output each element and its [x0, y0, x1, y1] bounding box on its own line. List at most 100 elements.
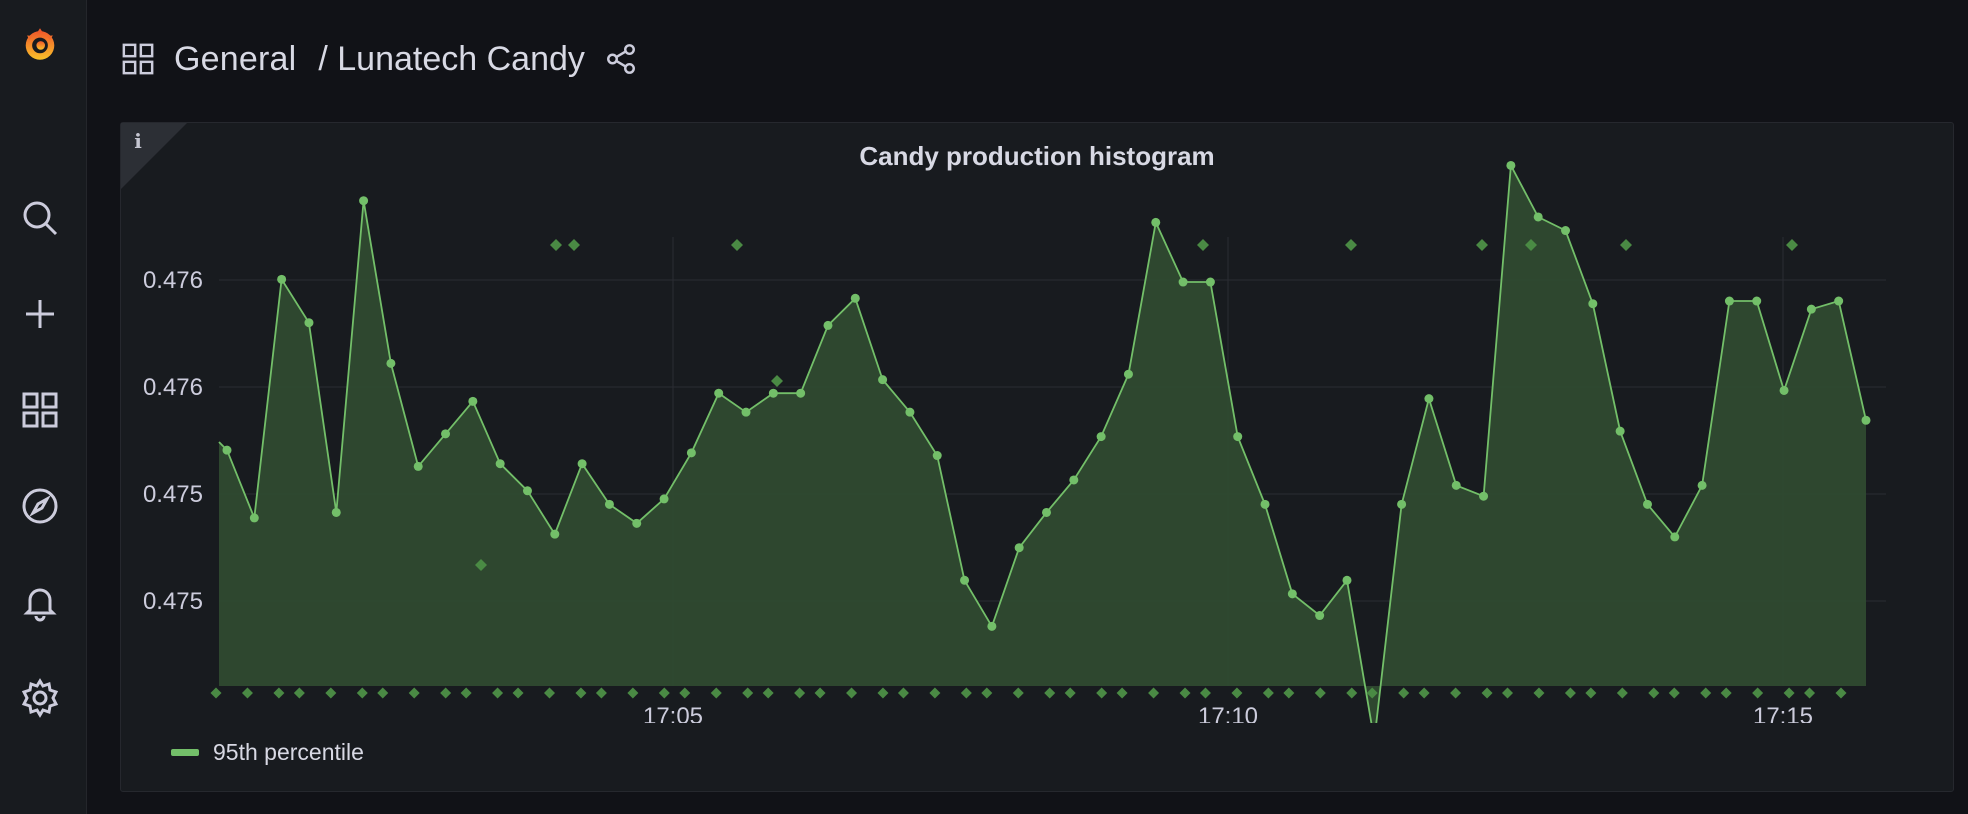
- dashboards-icon[interactable]: [18, 388, 62, 432]
- exemplar-marker: [550, 239, 562, 251]
- data-point: [1479, 491, 1489, 501]
- data-point: [1397, 499, 1407, 509]
- data-point: [1834, 296, 1844, 306]
- exemplar-marker: [356, 687, 368, 699]
- data-point: [1342, 575, 1352, 585]
- data-point: [632, 518, 642, 528]
- grafana-logo-icon[interactable]: [12, 16, 68, 72]
- settings-icon[interactable]: [18, 676, 62, 720]
- data-point: [331, 507, 341, 517]
- exemplar-marker: [1346, 687, 1358, 699]
- graph-panel: i Candy production histogram 0.476 0.476 0…: [120, 122, 1954, 792]
- exemplar-marker: [1720, 687, 1732, 699]
- data-point: [932, 451, 942, 461]
- alerting-icon[interactable]: [18, 580, 62, 624]
- exemplar-marker: [1502, 687, 1514, 699]
- panel-info-corner: [121, 123, 187, 189]
- data-point: [987, 621, 997, 631]
- share-icon[interactable]: [603, 41, 639, 77]
- data-point: [1151, 217, 1161, 227]
- exemplar-marker: [1620, 239, 1632, 251]
- legend-item[interactable]: 95th percentile: [171, 739, 364, 766]
- exemplar-marker: [1564, 687, 1576, 699]
- exemplar-marker: [1179, 687, 1191, 699]
- data-point: [495, 459, 505, 469]
- exemplar-marker: [1197, 239, 1209, 251]
- exemplar-marker: [241, 687, 253, 699]
- exemplar-marker: [1283, 687, 1295, 699]
- chart-area[interactable]: 0.476 0.476 0.475 0.475 17:05 17:10 17:15: [121, 123, 1953, 723]
- exemplar-marker: [710, 687, 722, 699]
- exemplar-markers: [210, 239, 1847, 699]
- breadcrumb-dashboard[interactable]: Lunatech Candy: [337, 39, 585, 78]
- y-tick-label: 0.475: [143, 588, 203, 615]
- y-tick-label: 0.476: [143, 267, 203, 294]
- exemplar-marker: [1116, 687, 1128, 699]
- exemplar-marker: [440, 687, 452, 699]
- explore-icon[interactable]: [18, 484, 62, 528]
- info-icon[interactable]: i: [134, 129, 142, 153]
- breadcrumb: General / Lunatech Candy: [120, 36, 639, 82]
- exemplar-marker: [475, 559, 487, 571]
- exemplar-marker: [543, 687, 555, 699]
- data-point: [577, 459, 587, 469]
- panel-title[interactable]: Candy production histogram: [859, 141, 1215, 171]
- exemplar-marker: [492, 687, 504, 699]
- exemplar-marker: [981, 687, 993, 699]
- plus-icon[interactable]: [18, 292, 62, 336]
- exemplar-marker: [1481, 687, 1493, 699]
- exemplar-marker: [1231, 687, 1243, 699]
- exemplar-marker: [897, 687, 909, 699]
- exemplar-marker: [771, 375, 783, 387]
- data-point: [1506, 160, 1516, 170]
- x-tick-label: 17:05: [643, 703, 703, 723]
- data-point: [823, 320, 833, 330]
- y-tick-label: 0.475: [143, 481, 203, 508]
- exemplar-marker: [408, 687, 420, 699]
- exemplar-marker: [1700, 687, 1712, 699]
- exemplar-marker: [273, 687, 285, 699]
- data-point: [304, 318, 314, 328]
- exemplar-marker: [929, 687, 941, 699]
- sidebar: [0, 0, 87, 814]
- exemplar-marker: [1533, 687, 1545, 699]
- exemplar-marker: [1262, 687, 1274, 699]
- series-area: [218, 160, 1871, 723]
- exemplar-marker: [293, 687, 305, 699]
- data-point: [1861, 415, 1871, 425]
- series-line: [218, 162, 1867, 723]
- exemplar-marker: [742, 687, 754, 699]
- legend-label: 95th percentile: [213, 739, 364, 765]
- data-point: [222, 445, 232, 455]
- data-point: [1451, 480, 1461, 490]
- exemplar-marker: [658, 687, 670, 699]
- series-fill: [219, 165, 1866, 723]
- exemplar-marker: [1314, 687, 1326, 699]
- data-point: [1533, 212, 1543, 222]
- data-point: [1287, 589, 1297, 599]
- exemplar-marker: [1783, 687, 1795, 699]
- exemplar-marker: [1668, 687, 1680, 699]
- search-icon[interactable]: [18, 196, 62, 240]
- exemplar-marker: [960, 687, 972, 699]
- data-point: [1205, 277, 1215, 287]
- exemplar-marker: [794, 687, 806, 699]
- exemplar-marker: [1148, 687, 1160, 699]
- breadcrumb-separator: / Lunatech Candy: [318, 39, 585, 78]
- exemplar-marker: [1044, 687, 1056, 699]
- y-axis: 0.476 0.476 0.475 0.475: [143, 267, 203, 615]
- exemplar-marker: [1096, 687, 1108, 699]
- data-point: [741, 407, 751, 417]
- exemplar-marker: [1752, 687, 1764, 699]
- data-point: [1779, 385, 1789, 395]
- exemplar-marker: [460, 687, 472, 699]
- x-axis: 17:05 17:10 17:15: [643, 703, 1813, 723]
- data-point: [714, 388, 724, 398]
- exemplar-marker: [1804, 687, 1816, 699]
- breadcrumb-folder[interactable]: General: [174, 39, 297, 78]
- exemplar-marker: [1525, 239, 1537, 251]
- data-point: [768, 388, 778, 398]
- data-point: [1178, 277, 1188, 287]
- exemplar-marker: [1786, 239, 1798, 251]
- exemplar-marker: [377, 687, 389, 699]
